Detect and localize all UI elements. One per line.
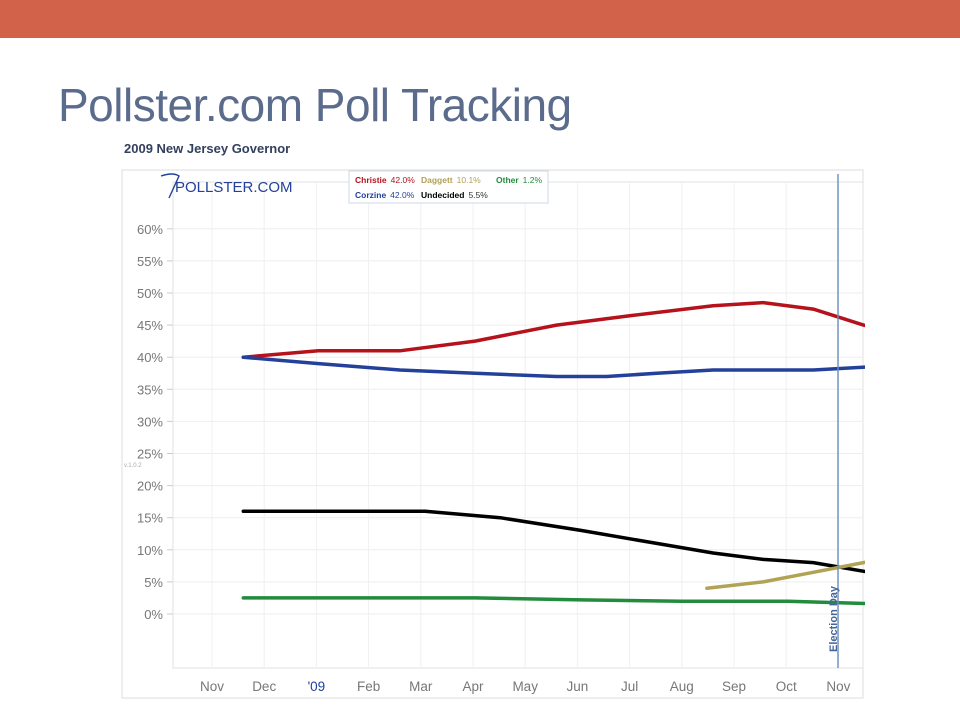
- legend-box: [348, 170, 549, 204]
- y-tick-label: 45%: [137, 318, 163, 333]
- legend-item-other: Other 1.2%: [496, 175, 542, 185]
- y-tick-label: 50%: [137, 286, 163, 301]
- series-line-daggett: [705, 560, 865, 591]
- series-line-corzine: [241, 355, 865, 379]
- pollster-logo: POLLSTER.COM: [160, 173, 293, 199]
- series-line-christie: [241, 300, 865, 359]
- logo-mark-icon: [160, 173, 180, 199]
- x-tick-label: Jul: [621, 679, 638, 694]
- y-tick-label: 0%: [144, 607, 163, 622]
- x-tick-label: Nov: [826, 679, 850, 694]
- y-tick-label: 60%: [137, 222, 163, 237]
- x-tick-label: Apr: [462, 679, 484, 694]
- gridlines: [167, 182, 863, 668]
- y-tick-label: 10%: [137, 543, 163, 558]
- x-tick-label: Feb: [357, 679, 380, 694]
- election-day-label: Election Day: [828, 585, 840, 652]
- x-tick-label: '09: [308, 679, 326, 694]
- y-tick-label: 55%: [137, 254, 163, 269]
- legend-item-undecided: Undecided 5.5%: [421, 190, 488, 200]
- version-label: v.1.0.2: [124, 463, 142, 469]
- y-tick-label: 35%: [137, 382, 163, 397]
- y-tick-label: 5%: [144, 575, 163, 590]
- x-tick-label: Nov: [200, 679, 224, 694]
- x-tick-label: Aug: [670, 679, 694, 694]
- x-tick-label: May: [512, 679, 538, 694]
- x-tick-label: Sep: [722, 679, 746, 694]
- slide-title: Pollster.com Poll Tracking: [58, 79, 572, 131]
- y-tick-label: 25%: [137, 447, 163, 462]
- legend-item-daggett: Daggett 10.1%: [421, 175, 481, 185]
- chart-title: 2009 New Jersey Governor: [124, 141, 291, 156]
- y-tick-label: 20%: [137, 479, 163, 494]
- title-bar: [0, 0, 960, 38]
- y-tick-label: 15%: [137, 511, 163, 526]
- x-tick-label: Jun: [567, 679, 589, 694]
- series-line-other: [241, 596, 865, 606]
- x-tick-label: Mar: [409, 679, 433, 694]
- x-tick-label: Oct: [776, 679, 797, 694]
- x-tick-label: Dec: [252, 679, 276, 694]
- series-line-undecided: [241, 509, 865, 574]
- logo-text: POLLSTER.COM: [175, 179, 293, 196]
- y-tick-label: 40%: [137, 350, 163, 365]
- y-axis-ticks: 60% 55% 50% 45% 40% 35% 30% 25% 20% 15% 10% 5% 0%: [137, 222, 163, 622]
- poll-chart: 60% 55% 50% 45% 40% 35% 30% 25% 20% 15% 10% 5% 0% No…: [121, 169, 865, 699]
- y-tick-label: 30%: [137, 414, 163, 429]
- legend-item-corzine: Corzine 42.0%: [355, 190, 415, 200]
- trend-lines: [241, 300, 865, 606]
- plot-area: [172, 181, 864, 669]
- legend: Christie 42.0% Daggett 10.1% Other 1.2% Cor…: [348, 170, 549, 204]
- legend-item-christie: Christie 42.0%: [355, 175, 415, 185]
- x-axis-ticks: Nov Dec '09 Feb Mar Apr May Jun Jul Aug Sep Oct Nov: [200, 679, 851, 694]
